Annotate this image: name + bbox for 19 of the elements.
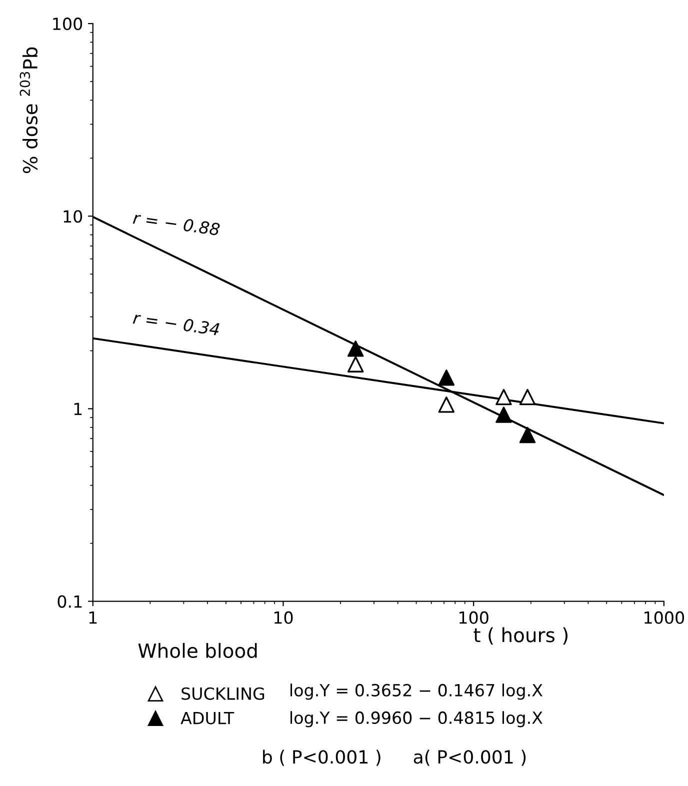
legend-label: ADULT — [180, 712, 234, 724]
y-tick-label: 100 — [53, 18, 82, 30]
y-axis-title: % dose $^{203}$Pb — [20, 47, 38, 174]
text: b ( P<0.001 ) — [263, 750, 380, 766]
x-tick-label: 10 — [274, 611, 293, 624]
x-tick-label: 1 — [89, 612, 97, 624]
x-tick-label: 100 — [460, 611, 488, 624]
text: a( P<0.001 ) — [414, 750, 526, 766]
text: log.Y = 0.9960 − 0.4815 log.X — [290, 711, 542, 728]
annotation: r = − 0.88 — [132, 211, 220, 236]
legend-label: SUCKLING — [182, 687, 264, 700]
text: Whole blood — [138, 642, 257, 658]
x-axis-title: t ( hours ) — [474, 627, 568, 645]
annotation: r = − 0.34 — [132, 311, 220, 336]
y-tick-label: 10 — [64, 210, 82, 223]
x-tick-label: 1000 — [644, 611, 684, 624]
text: log.Y = 0.3652 − 0.1467 log.X — [290, 684, 542, 700]
y-tick-label: 1 — [74, 402, 82, 416]
y-tick-label: 0.1 — [58, 595, 82, 608]
